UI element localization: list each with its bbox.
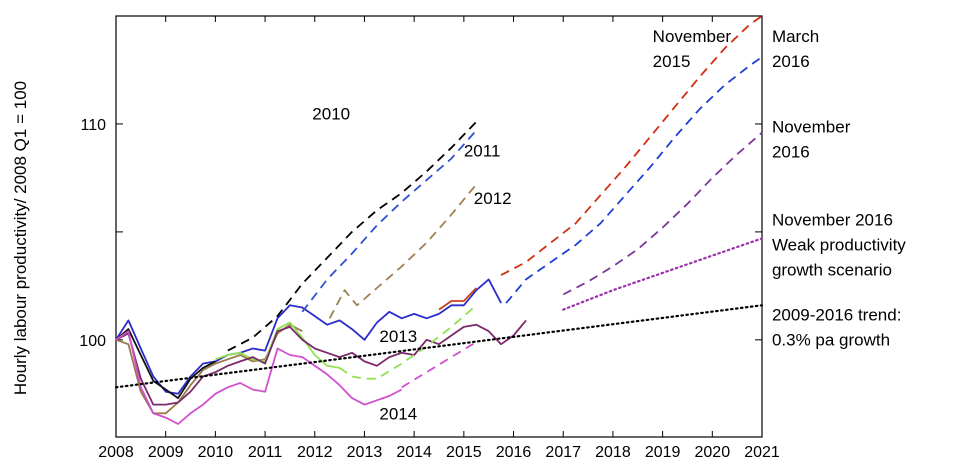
series-line-f2013 xyxy=(339,304,477,380)
y-axis-label: Hourly labour productivity/ 2008 Q1 = 10… xyxy=(11,81,30,395)
series-line-fnov2015 xyxy=(500,15,763,276)
x-tick-label: 2021 xyxy=(744,444,780,461)
y-tick-label: 110 xyxy=(80,117,106,134)
series-line-actual_dark_blue xyxy=(115,278,502,395)
x-tick-label: 2011 xyxy=(248,444,283,461)
annotation-line: 2015 xyxy=(653,52,691,71)
annotation-line: March xyxy=(772,27,819,46)
annotation-a2012: 2012 xyxy=(474,189,512,208)
annotation-line: November 2016 xyxy=(772,210,893,229)
x-tick-label: 2009 xyxy=(148,444,184,461)
x-tick-label: 2014 xyxy=(396,444,432,461)
x-tick-label: 2017 xyxy=(545,444,581,461)
x-tick-label: 2013 xyxy=(347,444,383,461)
series-line-f2012 xyxy=(328,183,477,319)
series-line-actual_black xyxy=(115,328,216,399)
annotation-line: November xyxy=(653,27,732,46)
x-tick-label: 2015 xyxy=(446,444,482,461)
annotation-line: 2016 xyxy=(772,52,810,71)
annotation-line: 2010 xyxy=(312,105,350,124)
x-tick-label: 2018 xyxy=(595,444,631,461)
series-line-fnov2016 xyxy=(562,131,763,296)
annotation-line: 2013 xyxy=(379,327,417,346)
y-tick-label: 100 xyxy=(79,333,106,350)
annotation-line: 2016 xyxy=(772,143,810,162)
annotation-line: 0.3% pa growth xyxy=(772,330,890,349)
annotation-anov2016: November 2016 xyxy=(772,118,851,162)
annotation-anov2015: November 2015 xyxy=(653,27,732,71)
annotation-a2013: 2013 xyxy=(379,327,417,346)
series-line-fweak xyxy=(562,237,764,311)
annotations-group: 2010 2011 2012 2013 2014 November 2015 March 201… xyxy=(312,27,906,424)
annotation-line: 2014 xyxy=(379,405,417,424)
annotation-a2014: 2014 xyxy=(379,405,417,424)
series-group xyxy=(114,15,764,425)
x-tick-label: 2020 xyxy=(695,444,731,461)
series-line-fmar2016 xyxy=(505,56,763,304)
x-tick-label: 2019 xyxy=(645,444,681,461)
plot-frame xyxy=(115,15,763,438)
series-line-actual_green xyxy=(215,321,340,369)
series-line-trend xyxy=(114,304,764,389)
annotation-atrend: 2009-2016 trend: 0.3% pa growth xyxy=(772,305,902,349)
series-line-actual_red xyxy=(438,287,477,311)
annotation-line: growth scenario xyxy=(772,260,892,279)
annotation-a2011: 2011 xyxy=(464,141,501,160)
series-line-f2010 xyxy=(227,121,477,352)
annotation-aweak: November 2016 Weak productivity growth sce… xyxy=(772,210,906,279)
annotation-line: 2009-2016 trend: xyxy=(772,305,902,324)
annotation-line: 2011 xyxy=(464,141,501,160)
x-tick-label: 2010 xyxy=(198,444,234,461)
x-tick-label: 2008 xyxy=(98,444,134,461)
annotation-line: November xyxy=(772,118,851,137)
annotation-line: 2012 xyxy=(474,189,512,208)
annotation-line: Weak productivity xyxy=(772,235,906,254)
series-line-f2011 xyxy=(301,129,477,313)
annotation-a2010: 2010 xyxy=(312,105,350,124)
annotation-amar2016: March 2016 xyxy=(772,27,819,71)
axes-group: 2008 2009 2010 2011 2012 2013 2014 2015 2016 2017… xyxy=(79,15,780,461)
series-line-actual_magenta xyxy=(115,330,403,425)
series-line-actual_purple xyxy=(115,319,527,406)
x-tick-label: 2012 xyxy=(297,444,333,461)
x-tick-label: 2016 xyxy=(496,444,532,461)
